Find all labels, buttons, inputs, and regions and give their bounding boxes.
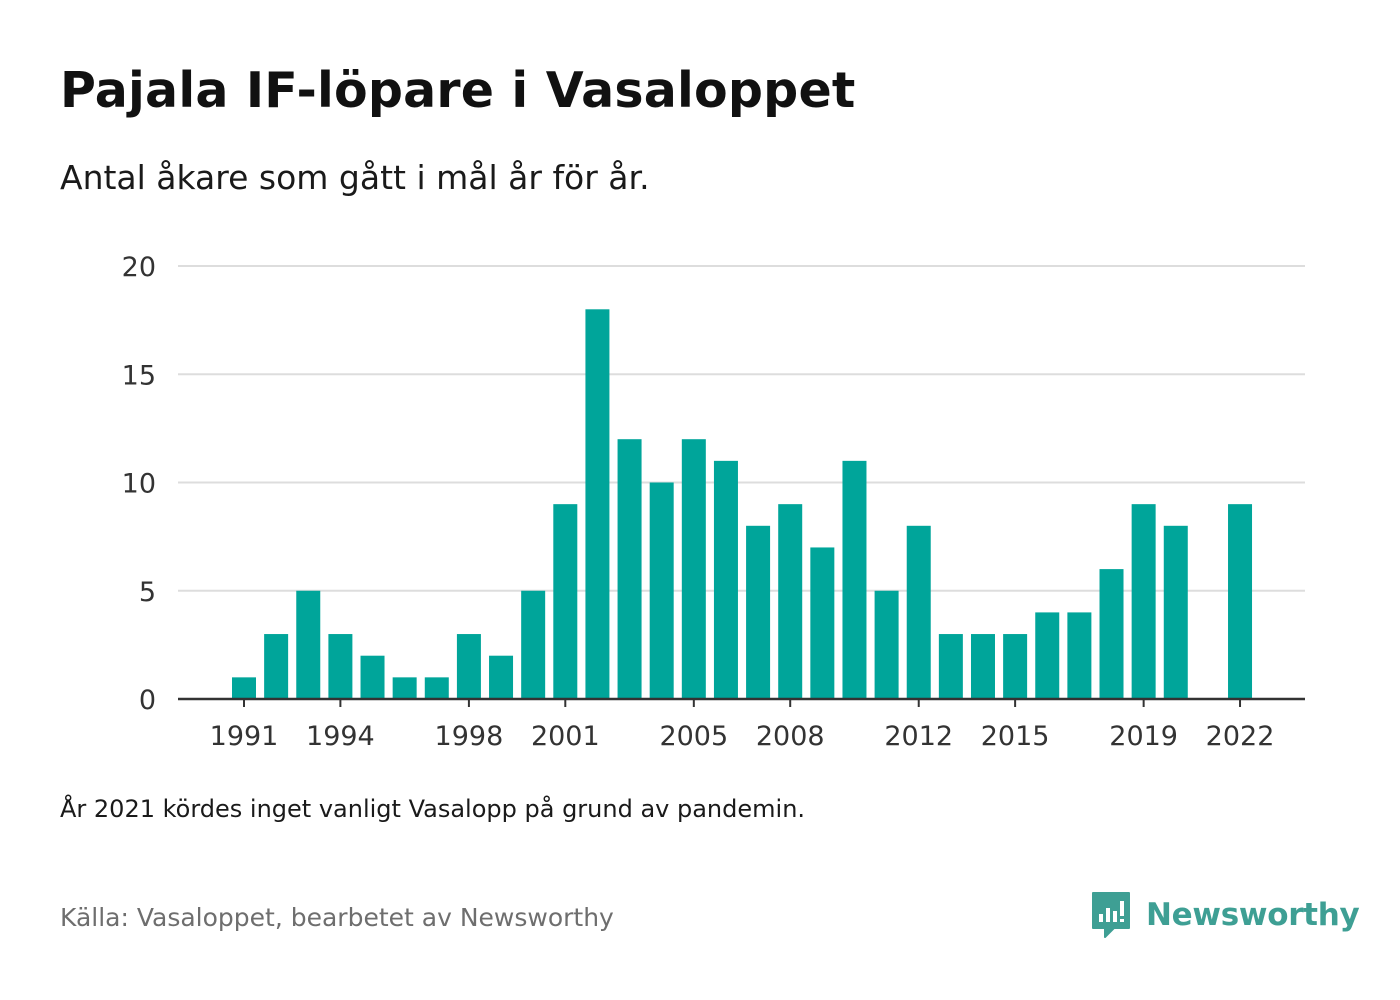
newsworthy-logo-icon bbox=[1092, 892, 1130, 938]
bar-1996 bbox=[392, 677, 417, 699]
bar-2006 bbox=[713, 460, 738, 699]
bars bbox=[232, 309, 1253, 699]
chart-subtitle: Antal åkare som gått i mål år för år. bbox=[60, 158, 650, 197]
bar-2007 bbox=[746, 525, 771, 699]
x-tick-label: 2012 bbox=[884, 721, 953, 752]
bar-2016 bbox=[1035, 612, 1060, 699]
bar-chart: 0 5 10 15 20 1991 1994 1998 2001 2005 2008 2012 201… bbox=[122, 252, 1305, 752]
x-tick-label: 2015 bbox=[981, 721, 1050, 752]
bar-2018 bbox=[1099, 569, 1124, 699]
bar-1999 bbox=[489, 655, 514, 699]
bar-2015 bbox=[1003, 634, 1028, 699]
y-tick-label: 0 bbox=[139, 685, 156, 716]
x-tick-label: 2019 bbox=[1109, 721, 1178, 752]
bar-2008 bbox=[778, 504, 803, 699]
y-tick-label: 5 bbox=[139, 577, 156, 608]
bar-1991 bbox=[232, 677, 256, 699]
bar-1992 bbox=[264, 634, 289, 699]
bar-2004 bbox=[649, 482, 674, 699]
bar-2019 bbox=[1131, 504, 1156, 699]
y-tick-label: 10 bbox=[122, 469, 156, 500]
bar-2014 bbox=[970, 634, 995, 699]
bar-2005 bbox=[681, 439, 706, 699]
bar-2012 bbox=[906, 525, 931, 699]
newsworthy-logo: Newsworthy bbox=[1090, 890, 1360, 940]
y-axis-tick-labels: 0 5 10 15 20 bbox=[122, 252, 156, 716]
bar-2022 bbox=[1228, 504, 1253, 699]
bar-2009 bbox=[810, 547, 835, 699]
bar-2011 bbox=[874, 590, 899, 699]
x-tick-label: 2005 bbox=[659, 721, 728, 752]
bar-2013 bbox=[938, 634, 963, 699]
bar-1995 bbox=[360, 655, 385, 699]
x-tick-label: 1994 bbox=[306, 721, 375, 752]
x-axis-tick-labels: 1991 1994 1998 2001 2005 2008 2012 2015 2019 2022 bbox=[210, 699, 1275, 752]
y-tick-label: 20 bbox=[122, 252, 156, 283]
bar-2010 bbox=[842, 460, 867, 699]
bar-1993 bbox=[296, 590, 321, 699]
bar-1998 bbox=[456, 634, 481, 699]
chart-note: År 2021 kördes inget vanligt Vasalopp på… bbox=[60, 795, 806, 823]
bar-2003 bbox=[617, 439, 642, 699]
x-tick-label: 2008 bbox=[756, 721, 825, 752]
bar-2001 bbox=[553, 504, 578, 699]
x-tick-label: 2001 bbox=[531, 721, 600, 752]
logo-wordmark: Newsworthy bbox=[1146, 897, 1360, 933]
source-credit: Källa: Vasaloppet, bearbetet av Newswort… bbox=[60, 903, 614, 932]
x-tick-label: 1998 bbox=[435, 721, 504, 752]
bar-2000 bbox=[521, 590, 546, 699]
bar-2017 bbox=[1067, 612, 1092, 699]
bar-1994 bbox=[328, 634, 353, 699]
bar-2002 bbox=[585, 309, 610, 699]
x-tick-label: 2022 bbox=[1206, 721, 1275, 752]
x-tick-label: 1991 bbox=[210, 721, 279, 752]
y-tick-label: 15 bbox=[122, 360, 156, 391]
chart-title: Pajala IF-löpare i Vasaloppet bbox=[60, 62, 856, 119]
bar-2020 bbox=[1163, 525, 1188, 699]
bar-1997 bbox=[424, 677, 449, 699]
